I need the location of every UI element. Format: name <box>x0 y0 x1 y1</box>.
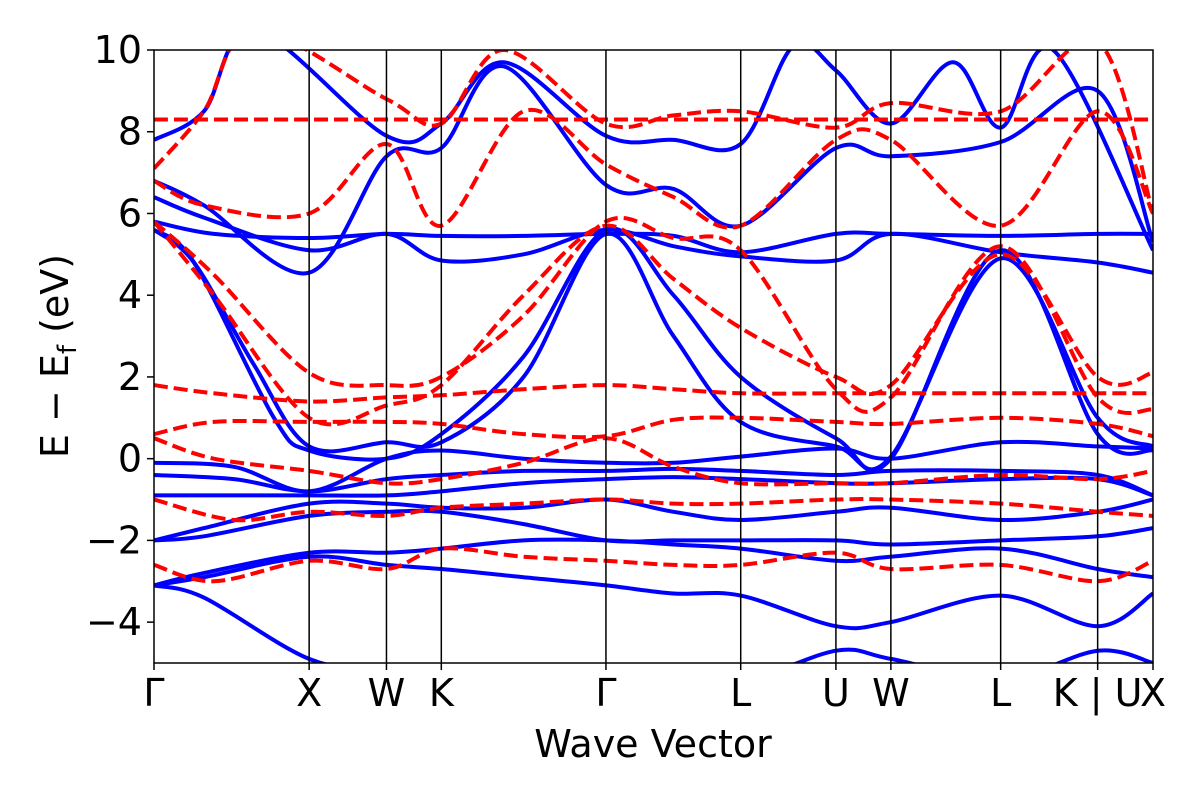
x-tick-label: L <box>990 671 1011 715</box>
y-axis-title: E − Ef (eV) <box>33 254 83 458</box>
dashed-band-7 <box>154 107 1153 230</box>
solid-band-8 <box>154 228 1153 472</box>
solid-band-3 <box>154 508 1153 547</box>
y-axis-ticks: −4 −2 0 2 4 6 8 10 <box>86 28 154 644</box>
x-tick-label: W <box>872 671 910 715</box>
x-tick-label: Γ <box>143 671 164 715</box>
dashed-band-0 <box>154 546 1153 584</box>
solid-band-7 <box>154 439 1153 494</box>
y-tick-label: 10 <box>94 28 142 72</box>
y-axis-title-subscript: f <box>53 344 83 354</box>
x-axis-title: Wave Vector <box>534 722 772 766</box>
x-tick-label: K | U <box>1053 671 1143 716</box>
dashed-band-2 <box>154 436 1153 487</box>
plot-frame <box>153 49 1154 664</box>
dashed-band-4 <box>154 383 1153 404</box>
y-tick-label: 8 <box>118 110 142 154</box>
y-tick-label: 4 <box>118 273 142 317</box>
x-tick-label: X <box>1140 671 1166 715</box>
x-tick-label: X <box>296 671 322 715</box>
solid-band-10 <box>154 219 1153 255</box>
y-axis-title-unit: (eV) <box>33 254 77 333</box>
x-tick-label: L <box>730 671 751 715</box>
y-tick-label: −4 <box>86 600 142 644</box>
x-tick-label: K <box>429 671 455 715</box>
bands-layer <box>154 50 1153 663</box>
y-tick-label: 2 <box>118 355 142 399</box>
solid-band-4 <box>154 497 1153 543</box>
x-tick-label: Γ <box>595 671 616 715</box>
y-tick-label: 6 <box>118 191 142 235</box>
solid-band-5 <box>154 475 1153 498</box>
kpoint-lines <box>308 50 1099 663</box>
solid-band-11 <box>154 195 1153 275</box>
x-tick-label: W <box>368 671 406 715</box>
y-axis-title-main: E − E <box>33 354 77 458</box>
dashed-band-9 <box>154 50 1153 215</box>
y-tick-label: 0 <box>118 437 142 481</box>
dashed-band-1 <box>154 497 1153 523</box>
y-tick-label: −2 <box>86 518 142 562</box>
x-tick-label: U <box>822 671 850 715</box>
